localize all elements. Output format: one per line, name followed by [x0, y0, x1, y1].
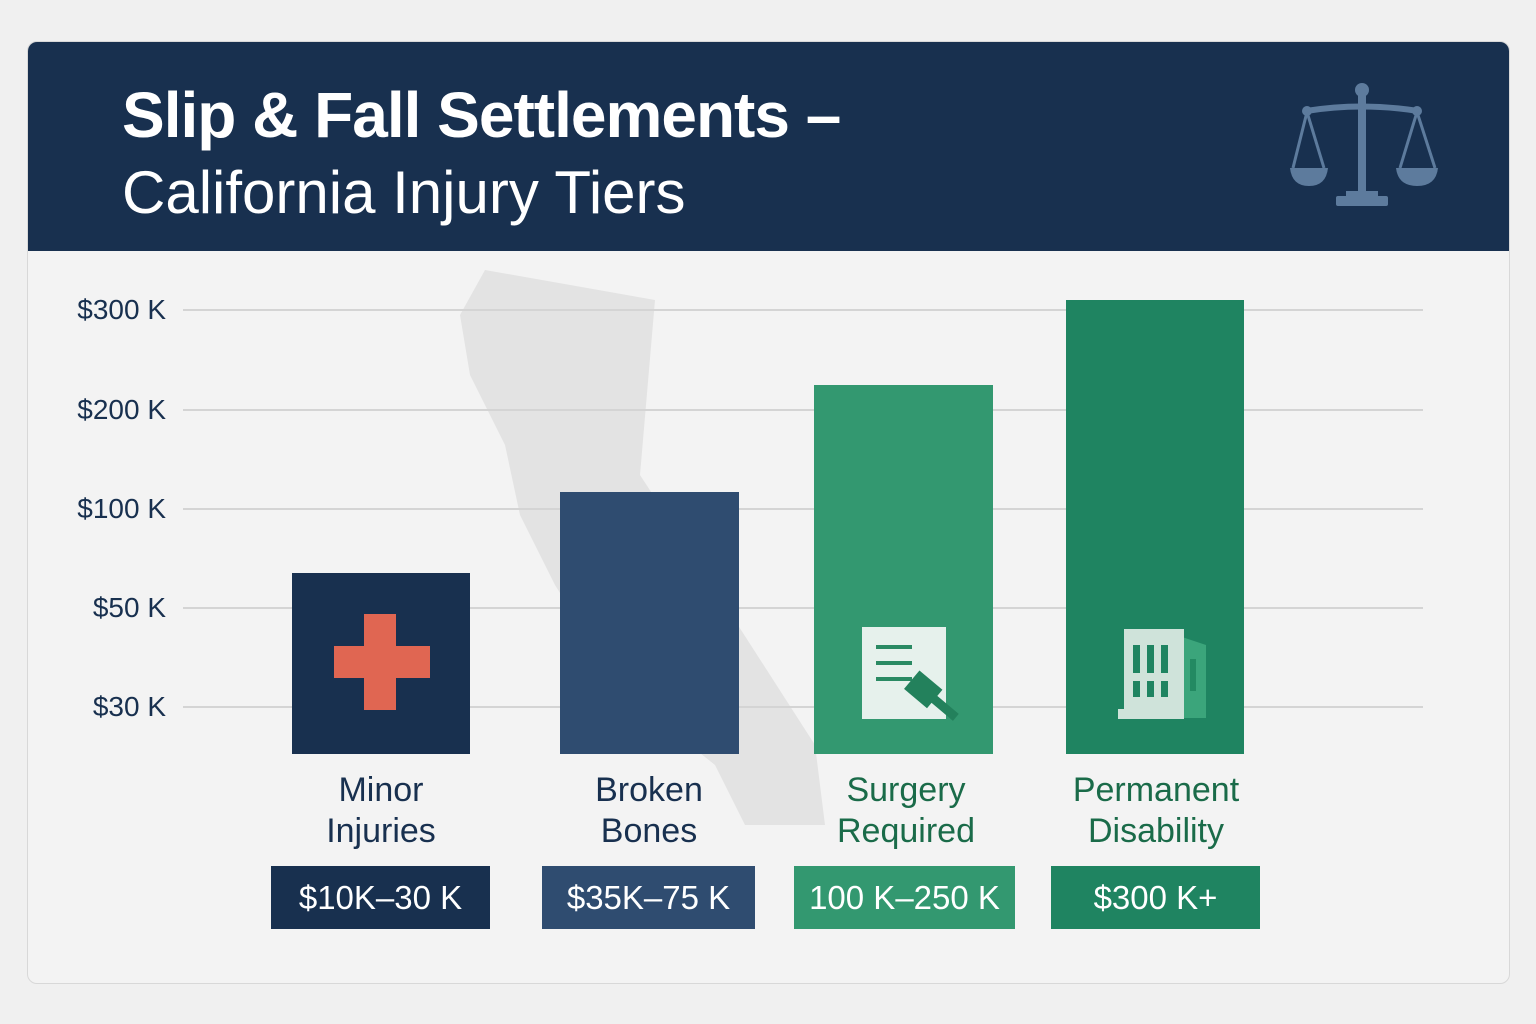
category-label-line1: Minor: [338, 771, 424, 809]
range-badge-permanent-disability: $300 K+: [1051, 866, 1260, 929]
scales-of-justice-icon: [1290, 83, 1438, 206]
category-label-permanent-disability: Permanent Disability: [1046, 770, 1266, 852]
medical-cross-icon: [334, 614, 430, 710]
header-banner: Slip & Fall Settlements – California Inj…: [28, 42, 1509, 251]
y-tick-100k: $100 K: [77, 493, 166, 524]
category-label-broken-bones: Broken Bones: [549, 770, 749, 852]
y-tick-30k: $30 K: [92, 691, 166, 722]
y-tick-300k: $300 K: [77, 294, 166, 325]
category-label-line2: Required: [837, 812, 975, 850]
y-tick-50k: $50 K: [92, 592, 166, 623]
document-gavel-icon: [862, 627, 959, 721]
chart-subtitle: California Injury Tiers: [122, 159, 686, 226]
chart-title: Slip & Fall Settlements –: [122, 79, 841, 151]
gridline-50k: [183, 607, 1423, 609]
gridline-30k: [183, 706, 1423, 708]
y-tick-200k: $200 K: [77, 394, 166, 425]
range-badge-minor-injuries: $10K–30 K: [271, 866, 490, 929]
building-icon: [1118, 629, 1206, 719]
category-label-line2: Disability: [1087, 812, 1225, 850]
gridline-200k: [183, 409, 1423, 411]
gridline-300k: [183, 309, 1423, 311]
category-label-line2: Bones: [600, 812, 698, 850]
category-label-line1: Surgery: [846, 771, 966, 809]
category-label-minor-injuries: Minor Injuries: [281, 770, 481, 852]
category-label-line1: Permanent: [1072, 771, 1240, 809]
gridline-100k: [183, 508, 1423, 510]
range-badge-surgery-required: 100 K–250 K: [794, 866, 1015, 929]
category-label-line1: Broken: [595, 771, 703, 809]
bar-broken-bones: [560, 492, 739, 754]
chart-card: Slip & Fall Settlements – California Inj…: [27, 41, 1510, 984]
category-label-line2: Injuries: [326, 812, 436, 850]
range-badge-broken-bones: $35K–75 K: [542, 866, 755, 929]
category-label-surgery-required: Surgery Required: [796, 770, 1016, 852]
